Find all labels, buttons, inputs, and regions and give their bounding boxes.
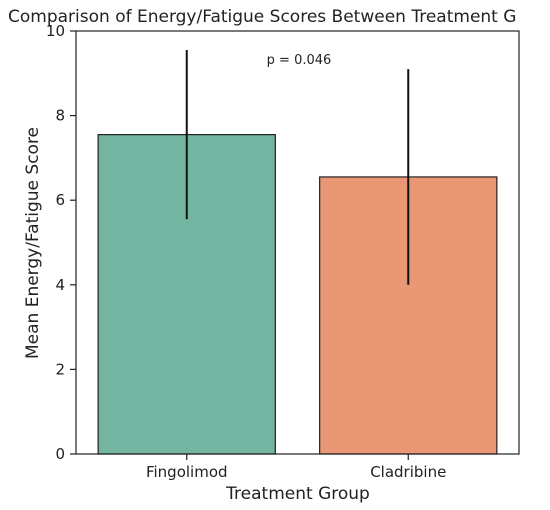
bars-group xyxy=(97,134,498,455)
y-axis-label: Mean Energy/Fatigue Score xyxy=(23,127,43,359)
error-bars-group xyxy=(185,50,410,285)
y-tick-label: 4 xyxy=(55,276,65,294)
x-axis-label: Treatment Group xyxy=(225,484,370,504)
y-tick-label: 2 xyxy=(55,360,65,378)
y-tick-label: 8 xyxy=(55,107,65,125)
y-tick-label: 10 xyxy=(46,22,65,40)
p-value-annotation: p = 0.046 xyxy=(267,53,332,68)
x-tick-label: Cladribine xyxy=(370,463,446,481)
y-tick-label: 0 xyxy=(55,445,65,463)
y-axis: 0 2 4 6 8 10 xyxy=(46,22,76,463)
x-tick-label: Fingolimod xyxy=(146,463,228,481)
y-tick-label: 6 xyxy=(55,191,65,209)
plot-frame xyxy=(75,30,520,455)
x-axis: Fingolimod Cladribine xyxy=(146,454,446,481)
chart-title: Comparison of Energy/Fatigue Scores Betw… xyxy=(8,7,516,27)
